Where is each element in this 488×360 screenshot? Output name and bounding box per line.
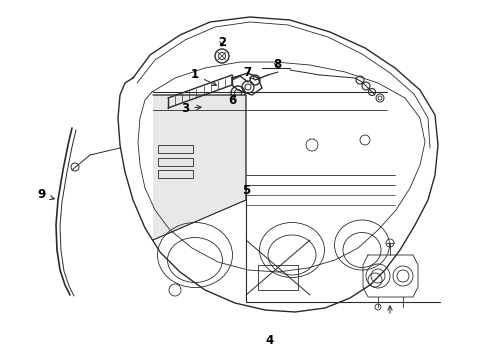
Text: 9: 9 [38, 189, 54, 202]
Text: 6: 6 [227, 94, 236, 107]
Bar [258, 265, 297, 290]
Text: 3: 3 [181, 102, 201, 114]
Bar [158, 158, 193, 166]
Text: 8: 8 [272, 58, 281, 72]
Text: 5: 5 [242, 184, 250, 197]
Text: 4: 4 [265, 333, 274, 346]
Text: 2: 2 [218, 36, 225, 49]
Text: 1: 1 [190, 68, 216, 85]
Bar [158, 170, 193, 178]
Bar [158, 145, 193, 153]
Polygon shape [153, 95, 245, 240]
Text: 7: 7 [243, 66, 254, 79]
